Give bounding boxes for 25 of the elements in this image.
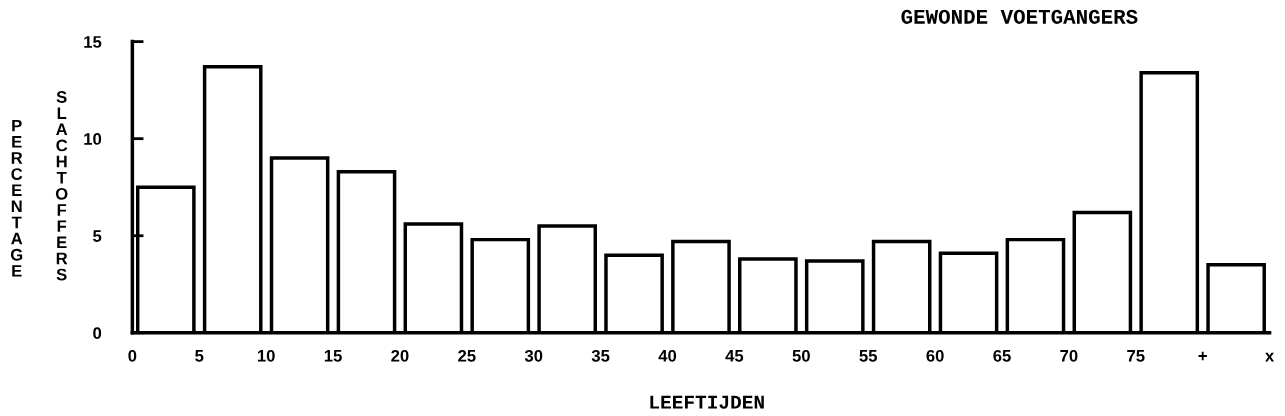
x-tick-label: 30 — [524, 349, 543, 362]
y-tick-label: 10 — [84, 133, 102, 145]
y-tick-label: 0 — [93, 327, 102, 339]
x-tick-label: 75 — [1127, 350, 1145, 362]
x-tick-label: 70 — [1060, 349, 1078, 362]
x-tick-label: 60 — [926, 349, 944, 362]
x-tick-label: 10 — [257, 349, 275, 362]
x-tick-label: 45 — [725, 350, 744, 362]
text: PERCENTAGE SLACHTOFFERS — [10, 91, 68, 281]
x-tick-label: x — [1265, 352, 1275, 362]
x-axis-title: LEEFTIJDEN — [650, 395, 764, 409]
x-tick-label: 20 — [391, 349, 409, 362]
x-tick-label: 35 — [591, 349, 610, 362]
y-tick-label: 15 — [84, 36, 102, 48]
x-tick-label: 65 — [993, 349, 1011, 362]
x-tick-label: 40 — [658, 349, 677, 362]
x-tick-label: 0 — [128, 349, 137, 362]
chart-title: GEWONDE VOETGANGERS — [901, 9, 1138, 24]
x-tick-label: 55 — [859, 350, 878, 362]
x-tick-label: + — [1198, 351, 1207, 361]
x-tick-label: 25 — [458, 349, 476, 362]
y-tick-label: 5 — [93, 230, 102, 242]
x-tick-label: 15 — [324, 350, 342, 362]
x-tick-label: 50 — [792, 349, 810, 362]
x-tick-label: 5 — [195, 350, 204, 362]
